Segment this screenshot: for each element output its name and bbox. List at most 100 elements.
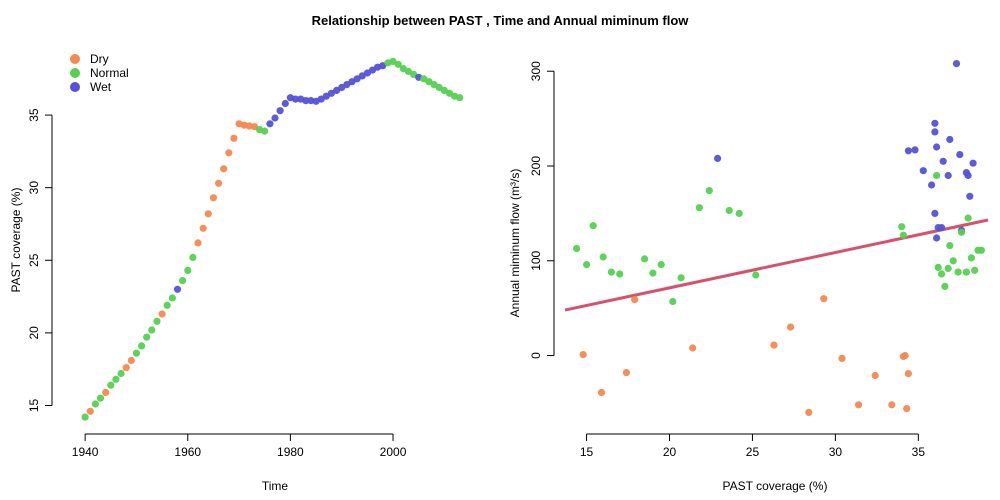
right-point-normal	[573, 244, 581, 253]
right-point-normal	[954, 268, 962, 276]
left-point-normal	[163, 301, 171, 309]
right-y-tick-label: 0	[529, 352, 543, 359]
right-point-wet	[966, 192, 974, 200]
left-point-dry	[215, 179, 223, 187]
right-point-normal	[589, 222, 597, 230]
right-point-normal	[898, 223, 906, 231]
left-point-dry	[127, 356, 135, 365]
right-point-normal	[933, 171, 941, 180]
right-point-normal	[899, 231, 908, 239]
right-point-dry	[904, 370, 913, 378]
legend-dry-label: Dry	[90, 52, 109, 66]
right-point-normal	[657, 261, 665, 269]
right-point-normal	[677, 274, 685, 282]
right-point-normal	[695, 204, 704, 212]
left-point-dry	[230, 134, 238, 142]
right-point-normal	[725, 206, 733, 215]
left-point-dry	[220, 165, 228, 173]
left-point-dry	[194, 239, 202, 247]
right-point-normal	[669, 297, 677, 306]
right-point-normal	[735, 209, 743, 217]
right-point-normal	[616, 270, 624, 278]
left-point-normal	[184, 266, 192, 274]
right-point-wet	[931, 119, 939, 127]
right-point-wet	[911, 146, 919, 154]
right-point-dry	[597, 388, 606, 397]
left-point-normal	[143, 333, 151, 341]
right-point-wet	[931, 128, 939, 136]
left-point-normal	[148, 326, 156, 334]
right-point-wet	[956, 151, 964, 159]
left-point-normal	[189, 253, 197, 261]
left-point-normal	[394, 60, 402, 68]
left-y-tick-label: 20	[27, 326, 41, 340]
legend-dry-swatch	[70, 54, 80, 64]
left-point-dry	[204, 210, 212, 218]
right-point-normal	[599, 253, 607, 261]
left-point-wet	[281, 99, 289, 108]
right-point-wet	[933, 234, 941, 242]
right-y-tick-label: 100	[529, 250, 543, 270]
left-x-tick-label: 1940	[72, 445, 99, 459]
right-point-wet	[714, 154, 722, 162]
legend-normal-swatch	[70, 68, 80, 78]
left-point-wet	[173, 285, 182, 293]
right-point-dry	[838, 354, 846, 362]
right-point-normal	[941, 282, 949, 290]
right-y-tick-label: 200	[529, 156, 543, 176]
right-point-normal	[705, 187, 713, 195]
right-x-tick-label: 15	[580, 445, 594, 459]
right-point-wet	[904, 147, 913, 155]
right-point-dry	[622, 369, 631, 377]
right-point-wet	[919, 167, 927, 175]
legend-wet-swatch	[70, 82, 80, 92]
right-point-dry	[871, 371, 879, 380]
right-point-normal	[752, 271, 760, 279]
left-point-dry	[86, 407, 94, 415]
right-x-tick-label: 30	[829, 445, 843, 459]
right-axes: 15 20 25 30 35 0 100 200 300	[529, 61, 925, 459]
right-point-normal	[944, 264, 952, 272]
right-point-dry	[770, 341, 778, 349]
left-point-normal	[81, 413, 89, 421]
left-point-wet	[276, 107, 284, 115]
left-point-normal	[179, 277, 187, 285]
left-axes: 1940 1960 1980 2000 15 20 25 30 35	[27, 108, 407, 459]
right-y-axis-label: Annual miminum flow (m³/s)	[508, 169, 522, 318]
right-point-wet	[939, 157, 947, 165]
left-y-tick-label: 25	[27, 253, 41, 267]
right-point-normal	[962, 268, 971, 276]
right-point-normal	[934, 263, 942, 271]
right-y-tick-label: 300	[529, 61, 543, 81]
left-point-wet	[271, 114, 279, 122]
right-point-wet	[952, 60, 961, 68]
left-y-tick-label: 35	[27, 108, 41, 122]
right-point-wet	[944, 171, 952, 180]
right-point-dry	[579, 351, 587, 359]
left-point-normal	[132, 349, 140, 357]
right-point-normal	[964, 214, 972, 222]
left-point-dry	[122, 364, 130, 372]
left-point-normal	[261, 127, 269, 135]
chart-title: Relationship between PAST , Time and Ann…	[312, 13, 690, 28]
left-point-normal	[153, 317, 161, 325]
right-x-tick-label: 20	[663, 445, 677, 459]
legend-normal-label: Normal	[90, 66, 129, 80]
left-point-normal	[96, 394, 105, 402]
right-point-normal	[977, 246, 986, 254]
left-y-axis-label: PAST coverage (%)	[9, 188, 23, 293]
left-x-axis-label: Time	[262, 479, 289, 493]
left-point-normal	[456, 94, 464, 102]
legend-wet-label: Wet	[90, 80, 112, 94]
left-point-normal	[138, 342, 146, 350]
right-point-normal	[957, 228, 966, 236]
right-point-wet	[928, 181, 936, 189]
left-point-wet	[291, 95, 300, 103]
left-points	[81, 57, 464, 421]
right-point-wet	[946, 135, 954, 144]
left-point-wet	[266, 120, 274, 128]
right-x-axis-label: PAST coverage (%)	[723, 479, 828, 493]
left-point-dry	[158, 310, 166, 318]
left-point-normal	[117, 369, 125, 378]
